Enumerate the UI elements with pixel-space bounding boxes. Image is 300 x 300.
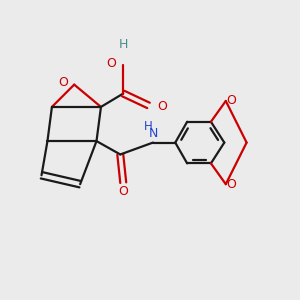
Text: O: O xyxy=(226,94,236,107)
Text: H: H xyxy=(144,120,153,133)
Text: O: O xyxy=(118,185,128,198)
Text: H: H xyxy=(118,38,128,51)
Text: O: O xyxy=(106,57,116,70)
Text: N: N xyxy=(148,127,158,140)
Text: O: O xyxy=(157,100,167,113)
Text: O: O xyxy=(58,76,68,89)
Text: O: O xyxy=(226,178,236,191)
